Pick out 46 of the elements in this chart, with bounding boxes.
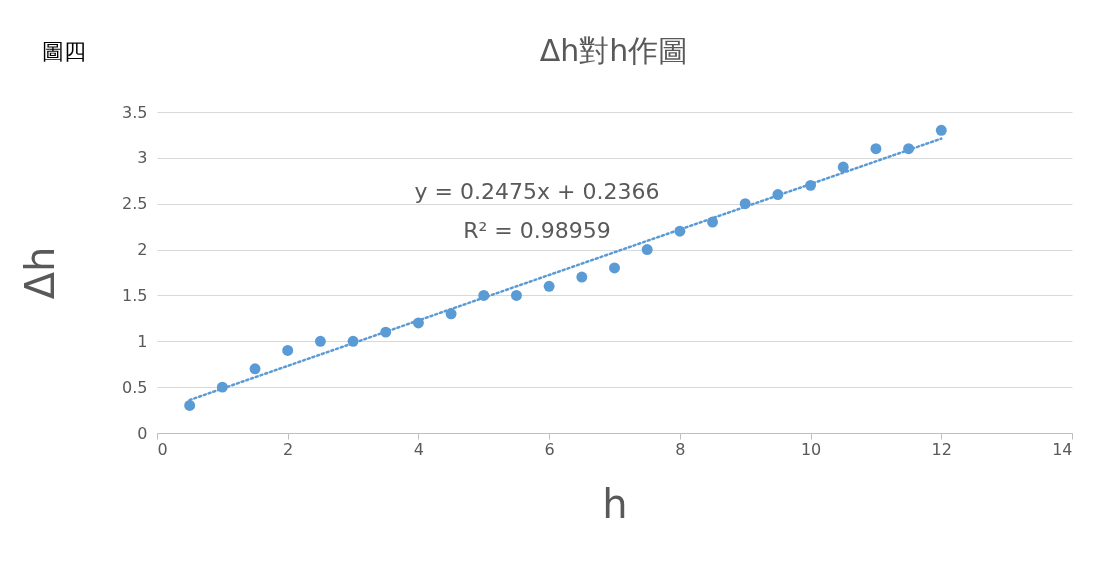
y-tick-label: 0: [137, 423, 148, 443]
y-tick-label: 1.5: [122, 285, 148, 305]
x-tick-label: 12: [931, 439, 952, 459]
point: [510, 289, 522, 301]
point: [837, 161, 849, 173]
x-tick-label: 10: [800, 439, 822, 459]
y-tick-label: 2.5: [122, 194, 148, 214]
point: [412, 317, 424, 329]
point: [707, 216, 719, 228]
annotation: R² = 0.98959: [463, 218, 611, 243]
x-tick-label: 8: [675, 439, 686, 459]
text: 圖四: [42, 39, 86, 64]
x-tick-label: 0: [157, 439, 168, 459]
point: [903, 143, 915, 155]
point: [445, 308, 457, 320]
y-tick-label: 3: [137, 148, 148, 168]
y-tick-label: 2: [137, 240, 148, 260]
chart-title: Δh對h作圖: [539, 33, 689, 68]
point: [543, 280, 555, 292]
y-tick-label: 0.5: [122, 377, 148, 397]
point: [609, 262, 620, 274]
point: [216, 381, 228, 393]
y-tick-label: 3.5: [122, 102, 148, 122]
point: [674, 225, 686, 237]
point: [641, 244, 653, 256]
point: [347, 335, 359, 347]
point: [772, 189, 784, 201]
point: [478, 289, 490, 301]
y-axis-title: Δh: [17, 246, 64, 300]
point: [314, 335, 326, 347]
point: [739, 198, 751, 210]
point: [380, 326, 392, 338]
point: [870, 143, 882, 155]
x-axis-title: h: [602, 480, 628, 527]
x-tick-label: 6: [544, 439, 555, 459]
point: [805, 179, 817, 191]
point: [249, 363, 261, 375]
x-tick-label: 4: [413, 439, 425, 459]
point: [282, 344, 294, 356]
annotation: y = 0.2475x + 0.2366: [414, 179, 660, 204]
x-tick-label: 2: [283, 439, 294, 459]
x-tick-label: 14: [1052, 439, 1073, 459]
y-tick-label: 1: [137, 331, 148, 351]
point: [576, 271, 588, 283]
point: [935, 124, 947, 136]
point: [184, 400, 196, 411]
